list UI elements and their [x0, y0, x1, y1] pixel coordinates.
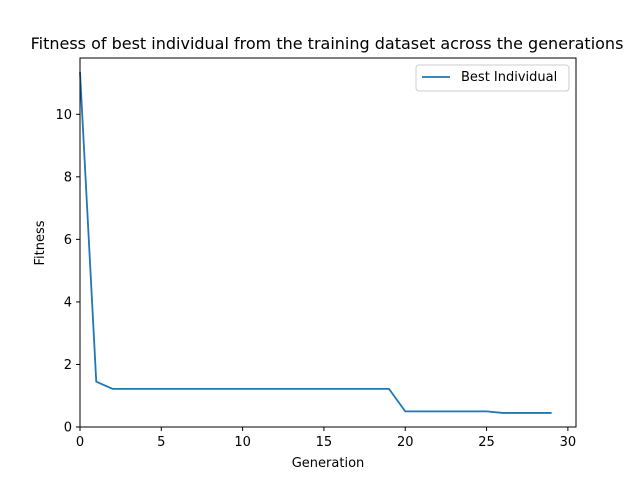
- legend: Best Individual: [415, 64, 570, 92]
- y-tick-label: 10: [55, 108, 72, 123]
- y-tick-label: 4: [64, 295, 72, 310]
- x-tick-label: 10: [234, 435, 251, 450]
- y-axis-label: Fitness: [33, 220, 48, 265]
- legend-box: [415, 64, 570, 92]
- y-tick-label: 0: [64, 421, 72, 436]
- x-tick-label: 5: [157, 435, 165, 450]
- x-tick-label: 0: [76, 435, 84, 450]
- legend-label: Best Individual: [461, 70, 557, 85]
- x-tick-label: 15: [316, 435, 333, 450]
- chart-title: Fitness of best individual from the trai…: [31, 34, 624, 53]
- x-axis-label: Generation: [292, 456, 365, 471]
- y-axis-ticks: 0 2 4 6 8 10: [55, 108, 80, 436]
- x-tick-label: 30: [560, 435, 577, 450]
- plot-frame: [79, 57, 577, 428]
- y-tick-label: 2: [64, 358, 72, 373]
- x-axis-ticks: 0 5 10 15 20 25 30: [76, 427, 576, 450]
- series-line-best-individual: [79, 72, 552, 414]
- y-tick-label: 8: [64, 170, 72, 185]
- x-tick-label: 20: [397, 435, 414, 450]
- y-tick-label: 6: [64, 233, 72, 248]
- x-tick-label: 25: [478, 435, 495, 450]
